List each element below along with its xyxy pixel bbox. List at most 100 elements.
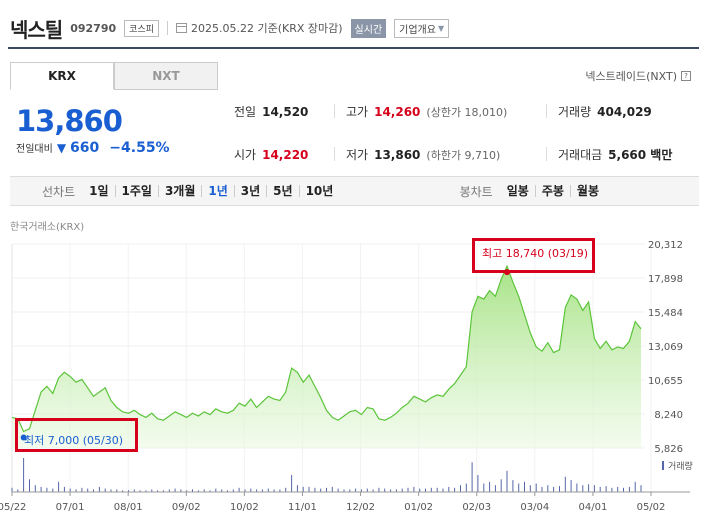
volume-bar: [58, 481, 60, 492]
volume-bar: [250, 488, 252, 492]
volume-bar: [506, 470, 508, 493]
volume-bar: [500, 479, 502, 493]
volume-bar: [29, 479, 30, 493]
x-tick-label: 12/02: [346, 502, 375, 513]
volume-bar: [128, 490, 129, 492]
tab-krx[interactable]: KRX: [10, 62, 114, 90]
down-triangle-icon: ▼: [56, 141, 67, 155]
stat-divider: [546, 104, 547, 118]
volume-bar: [192, 489, 193, 492]
change-value: 660: [70, 140, 100, 156]
volume-bar: [599, 486, 601, 492]
volume-bar: [401, 488, 403, 492]
y-tick-label: 15,484: [648, 308, 683, 319]
volume-bar: [174, 488, 176, 492]
y-tick-label: 8,240: [654, 410, 683, 421]
volume-bar: [494, 485, 496, 492]
candle-monthly[interactable]: 월봉: [569, 185, 605, 197]
x-tick-label: 07/01: [56, 502, 85, 513]
volume-bar: [162, 490, 164, 492]
candle-chart-label: 봉차트: [459, 184, 493, 199]
volume-legend: 거래량: [662, 460, 693, 472]
y-tick-label: 13,069: [648, 342, 683, 353]
volume-bar: [104, 488, 106, 492]
x-tick-label: 11/01: [288, 502, 317, 513]
volume-bar: [559, 486, 560, 492]
volume-bar: [628, 486, 630, 492]
volume-bar: [139, 490, 141, 492]
corp-info-dropdown[interactable]: 기업개요 ▼: [394, 18, 450, 38]
volume-bar: [23, 458, 25, 492]
high-annotation-label: 최고 18,740 (03/19): [482, 247, 589, 260]
volume-bar: [267, 488, 269, 492]
volume-bar: [611, 487, 613, 493]
chart-period-bar: 선차트 1일 1주일 3개월 1년 3년 5년 10년 봉차트 일봉 주봉 월봉: [10, 176, 699, 206]
volume-bar: [489, 481, 491, 492]
volume-bar: [238, 487, 240, 493]
volume-bar: [413, 486, 415, 492]
y-tick-label: 20,312: [648, 240, 683, 251]
volume-bar: [151, 489, 153, 492]
candle-daily[interactable]: 일봉: [506, 184, 529, 198]
volume-bar: [378, 487, 380, 493]
low-annotation-label: 최저 7,000 (05/30): [24, 434, 124, 447]
period-1d[interactable]: 1일: [89, 184, 109, 198]
volume-bar: [93, 489, 94, 492]
stat-label: 거래량: [558, 105, 592, 119]
volume-bar: [221, 489, 223, 492]
volume-bar: [40, 486, 42, 492]
volume-bar: [227, 490, 228, 492]
chevron-down-icon: ▼: [437, 23, 445, 33]
stat-label: 거래대금: [558, 148, 603, 162]
volume-bar: [11, 487, 13, 493]
volume-bar: [593, 485, 595, 492]
volume-bar: [634, 481, 636, 492]
volume-bar: [331, 486, 333, 492]
period-5y[interactable]: 5년: [266, 185, 298, 197]
period-1y[interactable]: 1년: [201, 185, 233, 197]
nxt-link-label: 넥스트레이드(NXT): [585, 70, 677, 83]
volume-bar: [81, 487, 83, 493]
price-line: [11, 264, 642, 433]
period-3m[interactable]: 3개월: [157, 185, 201, 197]
price-area: [12, 266, 641, 448]
volume-bar: [547, 485, 549, 492]
tab-nxt[interactable]: NXT: [114, 62, 218, 90]
volume-bar: [320, 488, 322, 492]
y-axis: 20,312 17,898 15,484 13,069 10,655 8,240 5,826: [648, 240, 683, 455]
low-point: [20, 434, 27, 441]
candle-weekly[interactable]: 주봉: [534, 185, 570, 197]
x-tick-label: 05/22: [0, 502, 26, 513]
stat-amount: 거래대금 5,660 백만: [558, 146, 672, 163]
date-info-text: 2025.05.22 기준(KRX 장마감): [190, 22, 343, 35]
help-icon[interactable]: ?: [681, 71, 691, 81]
period-1w[interactable]: 1주일: [114, 185, 158, 197]
stat-divider: [546, 147, 547, 161]
volume-bar: [186, 490, 188, 492]
volume-bar: [279, 489, 281, 492]
nxt-info-link[interactable]: 넥스트레이드(NXT) ?: [585, 68, 691, 84]
y-tick-label: 17,898: [648, 274, 683, 285]
stat-divider: [334, 147, 335, 161]
period-10y[interactable]: 10년: [298, 185, 340, 197]
x-tick-label: 08/01: [114, 502, 143, 513]
change-percent: −4.55%: [109, 140, 170, 156]
header-rule: [8, 47, 699, 49]
stat-label: 고가: [346, 105, 369, 119]
volume-bar: [570, 480, 572, 492]
volume-bar: [308, 486, 310, 492]
realtime-button[interactable]: 실시간: [350, 18, 387, 38]
exchange-tabs: KRX NXT: [10, 62, 218, 90]
volume-bar: [326, 487, 327, 493]
date-info: 2025.05.22 기준(KRX 장마감): [175, 20, 343, 36]
stat-sub: (하한가 9,710): [426, 149, 501, 162]
current-price: 13,860: [16, 104, 123, 138]
volume-bar: [395, 489, 397, 492]
volume-bar: [366, 488, 368, 492]
period-3y[interactable]: 3년: [233, 185, 266, 197]
volume-bar: [209, 490, 211, 492]
price-chart[interactable]: 20,312 17,898 15,484 13,069 10,655 8,240 5,826…: [0, 230, 705, 528]
volume-bar: [337, 488, 339, 492]
x-tick-label: 02/03: [462, 502, 491, 513]
volume-bar: [471, 462, 473, 493]
